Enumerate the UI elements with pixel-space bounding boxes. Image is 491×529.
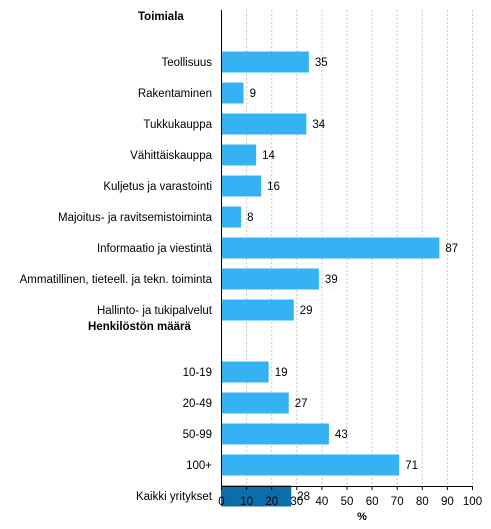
category-label: Kaikki yritykset [136,491,213,503]
bar [221,144,257,166]
bar [221,113,307,135]
x-tick-label: 30 [290,496,303,508]
category-label: Vähittäiskauppa [130,150,212,162]
bar [221,392,289,414]
bar [221,51,309,73]
category-label: 10-19 [183,367,212,379]
data-label: 71 [405,460,418,472]
category-label: Teollisuus [162,57,213,69]
category-label: Hallinto- ja tukipalvelut [97,305,213,317]
data-label: 87 [445,243,458,255]
data-label: 34 [312,119,325,131]
x-tick-label: 0 [218,496,224,508]
x-tick-label: 50 [341,496,354,508]
category-label: Kuljetus ja varastointi [103,181,212,193]
bar [221,237,440,259]
bar [221,175,262,197]
data-label: 29 [300,305,313,317]
x-tick-label: 40 [316,496,329,508]
data-label: 27 [295,398,308,410]
category-label: Informaatio ja viestintä [97,243,213,255]
group-heading: Henkilöstön määrä [88,321,191,333]
bar-total [221,485,292,507]
bar [221,268,319,290]
x-tick-label: 60 [366,496,379,508]
data-label: 28 [297,491,310,503]
data-label: 14 [262,150,275,162]
data-label: 9 [250,88,256,100]
x-tick-label: 90 [441,496,454,508]
x-tick-label: 10 [240,496,253,508]
data-label: 39 [325,274,338,286]
x-tick-label: 70 [391,496,404,508]
bar [221,299,294,321]
bar [221,361,269,383]
x-axis-title: % [357,511,367,523]
category-label: Rakentaminen [138,88,212,100]
data-label: 43 [335,429,348,441]
data-label: 8 [247,212,253,224]
category-label: 100+ [186,460,212,472]
x-tick-label: 80 [416,496,429,508]
x-tick-label: 20 [265,496,278,508]
group-heading: Toimiala [138,11,184,23]
data-label: 35 [315,57,328,69]
category-label: 50-99 [183,429,212,441]
bar [221,206,242,228]
data-label: 19 [275,367,288,379]
category-label: Ammatillinen, tieteell. ja tekn. toimint… [20,274,213,286]
category-label: 20-49 [183,398,212,410]
category-label: Majoitus- ja ravitsemistoiminta [58,212,213,224]
data-label: 16 [267,181,280,193]
bar [221,454,400,476]
category-label: Tukkukauppa [143,119,212,131]
bar [221,423,329,445]
bar [221,82,244,104]
x-tick-label: 100 [463,496,482,508]
